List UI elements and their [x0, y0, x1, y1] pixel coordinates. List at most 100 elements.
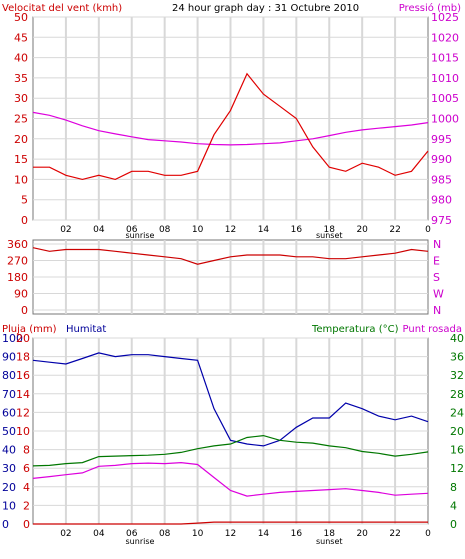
temp-y-tick-label: 28	[450, 388, 464, 401]
temperature-axis-title: Temperatura (°C)	[311, 324, 399, 335]
x-tick-label: 22	[389, 529, 400, 539]
pressure-y-tick-label: 1000	[431, 113, 459, 126]
x-tick-label: 20	[356, 225, 368, 235]
wind-y-tick-label: 50	[14, 11, 28, 24]
rain-y-tick-label: 2	[23, 499, 30, 512]
pressure-y-tick-label: 1005	[431, 92, 459, 105]
temperature-line	[32, 434, 429, 467]
x-tick-label: 10	[192, 529, 204, 539]
humidity-line	[32, 352, 429, 447]
rain-y-tick-label: 18	[16, 351, 30, 364]
pressure-y-tick-label: 1020	[431, 31, 459, 44]
pressure-y-tick-label: 1025	[431, 11, 459, 24]
temp-y-tick-label: 0	[450, 518, 457, 531]
humidity-y-tick-label: 70	[2, 388, 16, 401]
humidity-y-tick-label: 90	[2, 351, 16, 364]
humidity-y-tick-label: 100	[2, 332, 23, 345]
wind-y-tick-label: 45	[14, 31, 28, 44]
temp-y-tick-label: 16	[450, 444, 464, 457]
x-tick-label: 14	[258, 529, 270, 539]
x-tick-label: 02	[60, 529, 71, 539]
rain-y-tick-label: 10	[16, 425, 30, 438]
rain-y-tick-label: 20	[16, 332, 30, 345]
wind-y-tick-label: 10	[14, 173, 28, 186]
rain-y-tick-label: 14	[16, 388, 30, 401]
temp-y-tick-label: 8	[450, 481, 457, 494]
dewpoint-line	[32, 461, 429, 497]
direction-y-tick-label: 270	[7, 255, 28, 268]
x-tick-label: 08	[159, 225, 171, 235]
grid-lines	[33, 16, 428, 525]
pressure-y-tick-label: 995	[431, 133, 452, 146]
pressure-line	[32, 111, 429, 146]
wind-y-tick-label: 0	[21, 214, 28, 227]
x-tick-label: 12	[225, 529, 236, 539]
rain-axis-title: Pluja (mm)	[2, 324, 57, 335]
sunset-label: sunset	[316, 231, 343, 240]
x-tick-label: 02	[60, 225, 71, 235]
sunset-label: sunset	[316, 537, 343, 546]
chart-labels: 0510152025303540455097598098599099510001…	[2, 11, 464, 546]
temp-y-tick-label: 32	[450, 369, 464, 382]
rain-y-tick-label: 4	[23, 481, 30, 494]
wind-y-tick-label: 15	[14, 153, 28, 166]
temp-y-tick-label: 24	[450, 406, 464, 419]
wind-speed-line	[33, 72, 429, 181]
wind-y-tick-label: 30	[14, 92, 28, 105]
chart-marks	[32, 72, 429, 525]
humidity-y-tick-label: 40	[2, 444, 16, 457]
x-tick-label: 0	[425, 225, 431, 235]
wind-y-tick-label: 5	[21, 194, 28, 207]
compass-label: E	[433, 255, 440, 268]
humidity-axis-title: Humitat	[66, 324, 106, 335]
humidity-y-tick-label: 0	[2, 518, 9, 531]
pressure-y-tick-label: 1010	[431, 72, 459, 85]
x-tick-label: 16	[291, 529, 303, 539]
rain-y-tick-label: 6	[23, 462, 30, 475]
pressure-y-tick-label: 975	[431, 214, 452, 227]
x-tick-label: 10	[192, 225, 204, 235]
temp-y-tick-label: 4	[450, 499, 457, 512]
x-tick-label: 18	[324, 225, 336, 235]
temp-y-tick-label: 12	[450, 462, 464, 475]
direction-y-tick-label: 180	[7, 271, 28, 284]
humidity-y-tick-label: 50	[2, 425, 16, 438]
x-tick-label: 06	[126, 225, 138, 235]
direction-line	[32, 247, 429, 265]
rain-y-tick-label: 16	[16, 369, 30, 382]
pressure-y-tick-label: 990	[431, 153, 452, 166]
x-tick-label: 06	[126, 529, 138, 539]
pressure-axis-title: Pressió (mb)	[399, 2, 461, 14]
x-tick-label: 22	[389, 225, 400, 235]
humidity-y-tick-label: 60	[2, 406, 16, 419]
dewpoint-axis-title: Punt rosada	[403, 324, 462, 335]
chart-title: 24 hour graph day : 31 Octubre 2010	[172, 3, 359, 14]
rain-y-tick-label: 12	[16, 406, 30, 419]
rain-line	[33, 521, 428, 525]
pressure-y-tick-label: 1015	[431, 52, 459, 65]
humidity-y-tick-label: 10	[2, 499, 16, 512]
humidity-y-tick-label: 30	[2, 462, 16, 475]
compass-label: N	[433, 238, 441, 251]
x-tick-label: 12	[225, 225, 236, 235]
wind-y-tick-label: 40	[14, 52, 28, 65]
wind-axis-title: Velocitat del vent (kmh)	[2, 3, 122, 14]
x-tick-label: 04	[93, 529, 105, 539]
wind-y-tick-label: 20	[14, 133, 28, 146]
x-tick-label: 20	[356, 529, 368, 539]
pressure-y-tick-label: 980	[431, 194, 452, 207]
sunrise-label: sunrise	[126, 537, 155, 546]
compass-label: S	[433, 271, 440, 284]
x-tick-label: 16	[291, 225, 303, 235]
x-tick-label: 04	[93, 225, 105, 235]
x-tick-label: 0	[425, 529, 431, 539]
humidity-y-tick-label: 20	[2, 481, 16, 494]
x-tick-label: 14	[258, 225, 270, 235]
direction-y-tick-label: 360	[7, 238, 28, 251]
temp-y-tick-label: 20	[450, 425, 464, 438]
rain-y-tick-label: 0	[23, 518, 30, 531]
x-tick-label: 18	[324, 529, 336, 539]
rain-y-tick-label: 8	[23, 444, 30, 457]
direction-y-tick-label: 90	[14, 288, 28, 301]
